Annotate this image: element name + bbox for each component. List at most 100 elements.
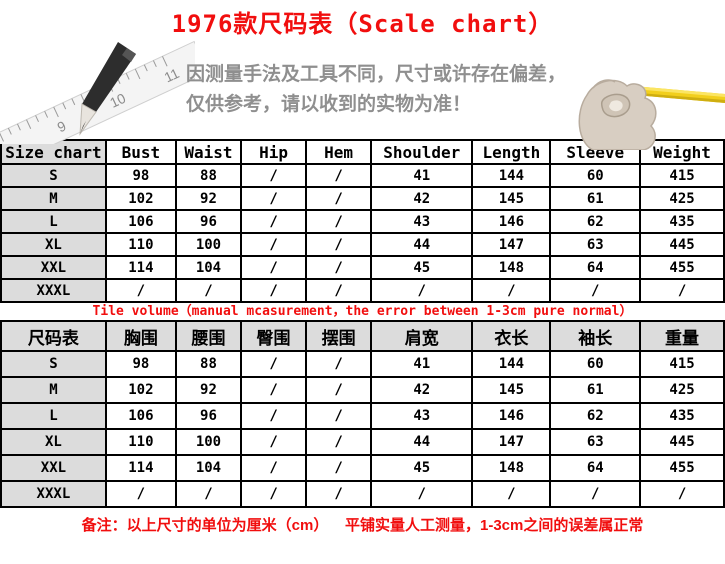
measurement-cell: 144 — [471, 350, 552, 378]
column-header: 腰围 — [174, 320, 243, 352]
measurement-cell: 64 — [549, 454, 642, 482]
measurement-cell: 146 — [471, 402, 552, 430]
measurement-disclaimer: 因测量手法及工具不同，尺寸或许存在偏差， 仅供参考，请以收到的实物为准！ — [186, 60, 596, 120]
measurement-cell: / — [240, 350, 308, 378]
column-header: 肩宽 — [370, 320, 474, 352]
column-header: Bust — [104, 139, 177, 165]
measurement-cell: 445 — [639, 232, 725, 257]
measurement-cell: / — [549, 278, 642, 303]
column-header: 袖长 — [549, 320, 642, 352]
size-table-en: Size chart Bust Waist Hip Hem Shoulder Length S… — [0, 139, 725, 303]
measurement-cell: / — [174, 480, 243, 508]
measurement-cell: 60 — [549, 163, 642, 188]
disclaimer-line-2: 仅供参考，请以收到的实物为准！ — [186, 94, 472, 115]
measurement-cell: 425 — [639, 376, 725, 404]
table-row: M 102 92//42 145 61 425 — [0, 376, 725, 404]
measurement-cell: 114 — [104, 454, 177, 482]
disclaimer-line-1: 因测量手法及工具不同，尺寸或许存在偏差， — [186, 64, 567, 85]
measurement-cell: / — [639, 278, 725, 303]
table-row: L 106 96//43 146 62 435 — [0, 209, 725, 234]
measurement-cell: 100 — [174, 428, 243, 456]
measurement-cell: 92 — [174, 376, 243, 404]
table-row: M 102 92//42 145 61 425 — [0, 186, 725, 211]
measurement-cell: / — [240, 163, 308, 188]
header-row: Size chart Bust Waist Hip Hem Shoulder Length S… — [0, 139, 725, 165]
column-header: 臀围 — [240, 320, 308, 352]
measurement-cell: / — [305, 454, 373, 482]
size-label-cell: L — [0, 209, 107, 234]
measurement-cell: 88 — [174, 163, 243, 188]
measurement-cell: / — [240, 376, 308, 404]
banner: 9 10 11 因测量手法及工具不同，尺寸或许存在偏差， 仅供参考，请以收到的实物为… — [0, 40, 725, 150]
measurement-cell: 147 — [471, 232, 552, 257]
table-row: XXXL / / / / / / / / — [0, 480, 725, 508]
measurement-note-cn: 备注：以上尺寸的单位为厘米（cm） 平铺实量人工测量，1-3cm之间的误差属正常 — [81, 517, 644, 534]
column-header: Shoulder — [370, 139, 474, 165]
size-label-cell: M — [0, 186, 107, 211]
measurement-cell: / — [305, 428, 373, 456]
size-label-cell: S — [0, 350, 107, 378]
size-label-cell: S — [0, 163, 107, 188]
hand-tape-image — [578, 79, 725, 150]
page-title: 1976款尺码表（Scale chart） — [171, 10, 554, 38]
measurement-cell: 62 — [549, 209, 642, 234]
measurement-cell: 455 — [639, 454, 725, 482]
measurement-cell: 41 — [370, 350, 474, 378]
measurement-cell: / — [370, 278, 474, 303]
measurement-cell: 106 — [104, 402, 177, 430]
measurement-cell: / — [305, 255, 373, 280]
measurement-cell: 64 — [549, 255, 642, 280]
measurement-cell: 145 — [471, 186, 552, 211]
measurement-cell: / — [240, 232, 308, 257]
measurement-cell: 45 — [370, 255, 474, 280]
measurement-cell: 96 — [174, 402, 243, 430]
measurement-cell: 45 — [370, 454, 474, 482]
measurement-cell: 445 — [639, 428, 725, 456]
measurement-cell: / — [305, 350, 373, 378]
measurement-cell: / — [305, 402, 373, 430]
measurement-cell: / — [240, 186, 308, 211]
measurement-cell: 102 — [104, 186, 177, 211]
measurement-cell: / — [549, 480, 642, 508]
measurement-cell: 100 — [174, 232, 243, 257]
measurement-cell: 455 — [639, 255, 725, 280]
size-label-cell: XL — [0, 232, 107, 257]
measurement-cell: 98 — [104, 163, 177, 188]
measurement-cell: 106 — [104, 209, 177, 234]
svg-text:11: 11 — [162, 65, 182, 86]
measurement-cell: 104 — [174, 454, 243, 482]
measurement-cell: 42 — [370, 186, 474, 211]
table-row: XXXL / / / / / / / / — [0, 278, 725, 303]
measurement-cell: 61 — [549, 376, 642, 404]
measurement-cell: 62 — [549, 402, 642, 430]
measurement-cell: 104 — [174, 255, 243, 280]
measurement-cell: 44 — [370, 232, 474, 257]
table-row: S 98 88//41 144 60 415 — [0, 163, 725, 188]
measurement-cell: 435 — [639, 402, 725, 430]
size-table-cn: 尺码表 胸围 腰围 臀围 摆围 肩宽 衣长 袖长 重量 S 98 88//41 144 60 415 M 102… — [0, 320, 725, 508]
size-label-cell: XXL — [0, 454, 107, 482]
measurement-cell: 98 — [104, 350, 177, 378]
measurement-cell: 43 — [370, 402, 474, 430]
size-label-cell: XL — [0, 428, 107, 456]
measurement-cell: / — [305, 480, 373, 508]
measurement-cell: 147 — [471, 428, 552, 456]
column-header: 摆围 — [305, 320, 373, 352]
column-header: 胸围 — [104, 320, 177, 352]
table-row: XXL 114 104//45 148 64 455 — [0, 454, 725, 482]
measurement-cell: / — [305, 376, 373, 404]
measurement-cell: / — [471, 278, 552, 303]
measurement-cell: / — [240, 480, 308, 508]
measurement-cell: 43 — [370, 209, 474, 234]
column-header: Weight — [639, 139, 725, 165]
measurement-cell: 44 — [370, 428, 474, 456]
measurement-cell: / — [305, 163, 373, 188]
measurement-cell: / — [639, 480, 725, 508]
column-header: Length — [471, 139, 552, 165]
size-label-cell: XXXL — [0, 278, 107, 303]
measurement-cell: 146 — [471, 209, 552, 234]
measurement-cell: 415 — [639, 163, 725, 188]
column-header: 尺码表 — [0, 320, 107, 352]
